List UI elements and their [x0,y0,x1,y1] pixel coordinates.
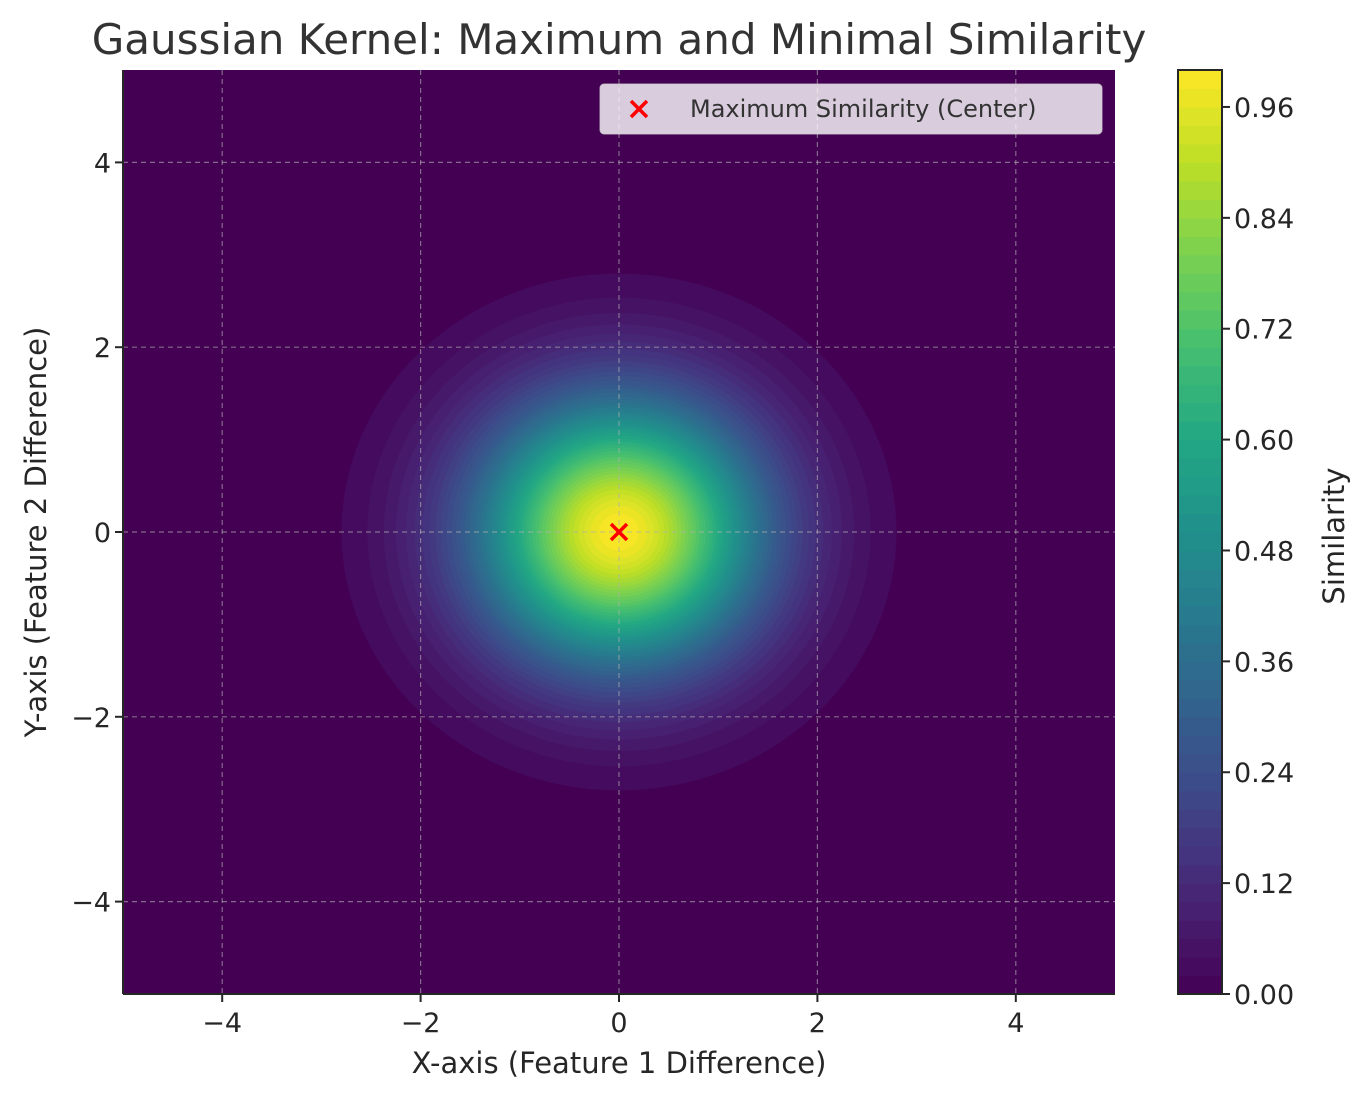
y-axis-ticks: −4 −2 0 2 4 [71,148,123,919]
colorbar-band [1178,347,1222,367]
colorbar-band [1178,88,1222,108]
legend-marker-x-icon [629,99,649,119]
colorbar-tick-label: 0.12 [1234,869,1294,900]
colorbar-tick-label: 0.00 [1234,980,1294,1011]
x-tick-label: 2 [809,1008,826,1039]
colorbar-band [1178,624,1222,644]
scatter-markers [609,522,629,542]
colorbar-band [1178,679,1222,699]
colorbar-band [1178,106,1222,127]
colorbar-band [1178,716,1222,736]
colorbar-band [1178,698,1222,718]
colorbar-band [1178,642,1222,662]
colorbar-band [1178,254,1222,274]
plot-area [122,70,1115,995]
legend-box [599,83,1103,135]
colorbar-band [1178,180,1222,200]
colorbar-tick-label: 0.36 [1234,647,1294,678]
colorbar-band [1178,883,1222,903]
colorbar-band [1178,532,1222,552]
colorbar-band [1178,772,1222,792]
colorbar-band [1178,827,1222,847]
colorbar-tick-label: 0.24 [1234,758,1294,789]
colorbar-tick-label: 0.60 [1234,426,1294,457]
colorbar-band [1178,938,1222,958]
colorbar-gradient [1178,70,1222,995]
colorbar-band [1178,70,1222,90]
colorbar-band [1178,495,1222,515]
colorbar-band [1178,735,1222,755]
grid-lines [123,70,1115,994]
colorbar-band [1178,790,1222,810]
y-tick-label: −2 [71,703,111,734]
colorbar-band [1178,661,1222,681]
colorbar-band [1178,143,1222,163]
colorbar-band [1178,439,1222,459]
colorbar-band [1178,957,1222,977]
colorbar-band [1178,273,1222,293]
colorbar-frame [1177,69,1223,995]
colorbar: 0.00 0.12 0.24 0.36 0.48 0.60 0.72 0.84 0.96 Sim… [1177,69,1351,1011]
colorbar-band [1178,605,1222,625]
colorbar-band [1178,291,1222,311]
colorbar-band [1178,217,1222,237]
x-tick-label: 0 [610,1008,627,1039]
x-tick-label: −4 [202,1008,242,1039]
x-axis-title: X-axis (Feature 1 Difference) [412,1046,827,1080]
y-axis-title: Y-axis (Feature 2 Difference) [19,327,53,739]
colorbar-band [1178,476,1222,496]
colorbar-tick-label: 0.96 [1234,93,1294,124]
contour-fill [341,273,897,791]
x-axis-ticks: −4 −2 0 2 4 [202,994,1024,1039]
colorbar-band [1178,162,1222,182]
colorbar-band [1178,310,1222,330]
colorbar-band [1178,365,1222,385]
colorbar-band [1178,402,1222,422]
y-tick-label: 4 [94,148,111,179]
colorbar-ticks: 0.00 0.12 0.24 0.36 0.48 0.60 0.72 0.84 0.96 [1222,93,1294,1011]
x-tick-label: 4 [1007,1008,1024,1039]
colorbar-band [1178,864,1222,884]
colorbar-band [1178,328,1222,348]
colorbar-band [1178,125,1222,145]
colorbar-band [1178,920,1222,940]
y-tick-label: 0 [94,518,111,549]
colorbar-band [1178,458,1222,478]
colorbar-band [1178,568,1222,589]
colorbar-band [1178,421,1222,441]
x-tick-label: −2 [401,1008,441,1039]
colorbar-band [1178,384,1222,404]
colorbar-band [1178,587,1222,607]
colorbar-band [1178,846,1222,866]
y-tick-label: −4 [71,888,111,919]
colorbar-band [1178,901,1222,921]
colorbar-tick-label: 0.48 [1234,536,1294,567]
colorbar-band [1178,513,1222,533]
max-similarity-marker [609,522,629,542]
chart-title: Gaussian Kernel: Maximum and Minimal Sim… [92,15,1147,64]
colorbar-band [1178,753,1222,773]
y-tick-label: 2 [94,333,111,364]
colorbar-band [1178,809,1222,829]
legend-entry-label: Maximum Similarity (Center) [690,95,1037,123]
colorbar-label: Similarity [1317,467,1351,604]
colorbar-band [1178,199,1222,219]
colorbar-band [1178,975,1222,995]
colorbar-band [1178,550,1222,570]
colorbar-tick-label: 0.72 [1234,315,1294,346]
colorbar-tick-label: 0.84 [1234,204,1294,235]
colorbar-band [1178,236,1222,256]
legend: Maximum Similarity (Center) [599,83,1103,135]
